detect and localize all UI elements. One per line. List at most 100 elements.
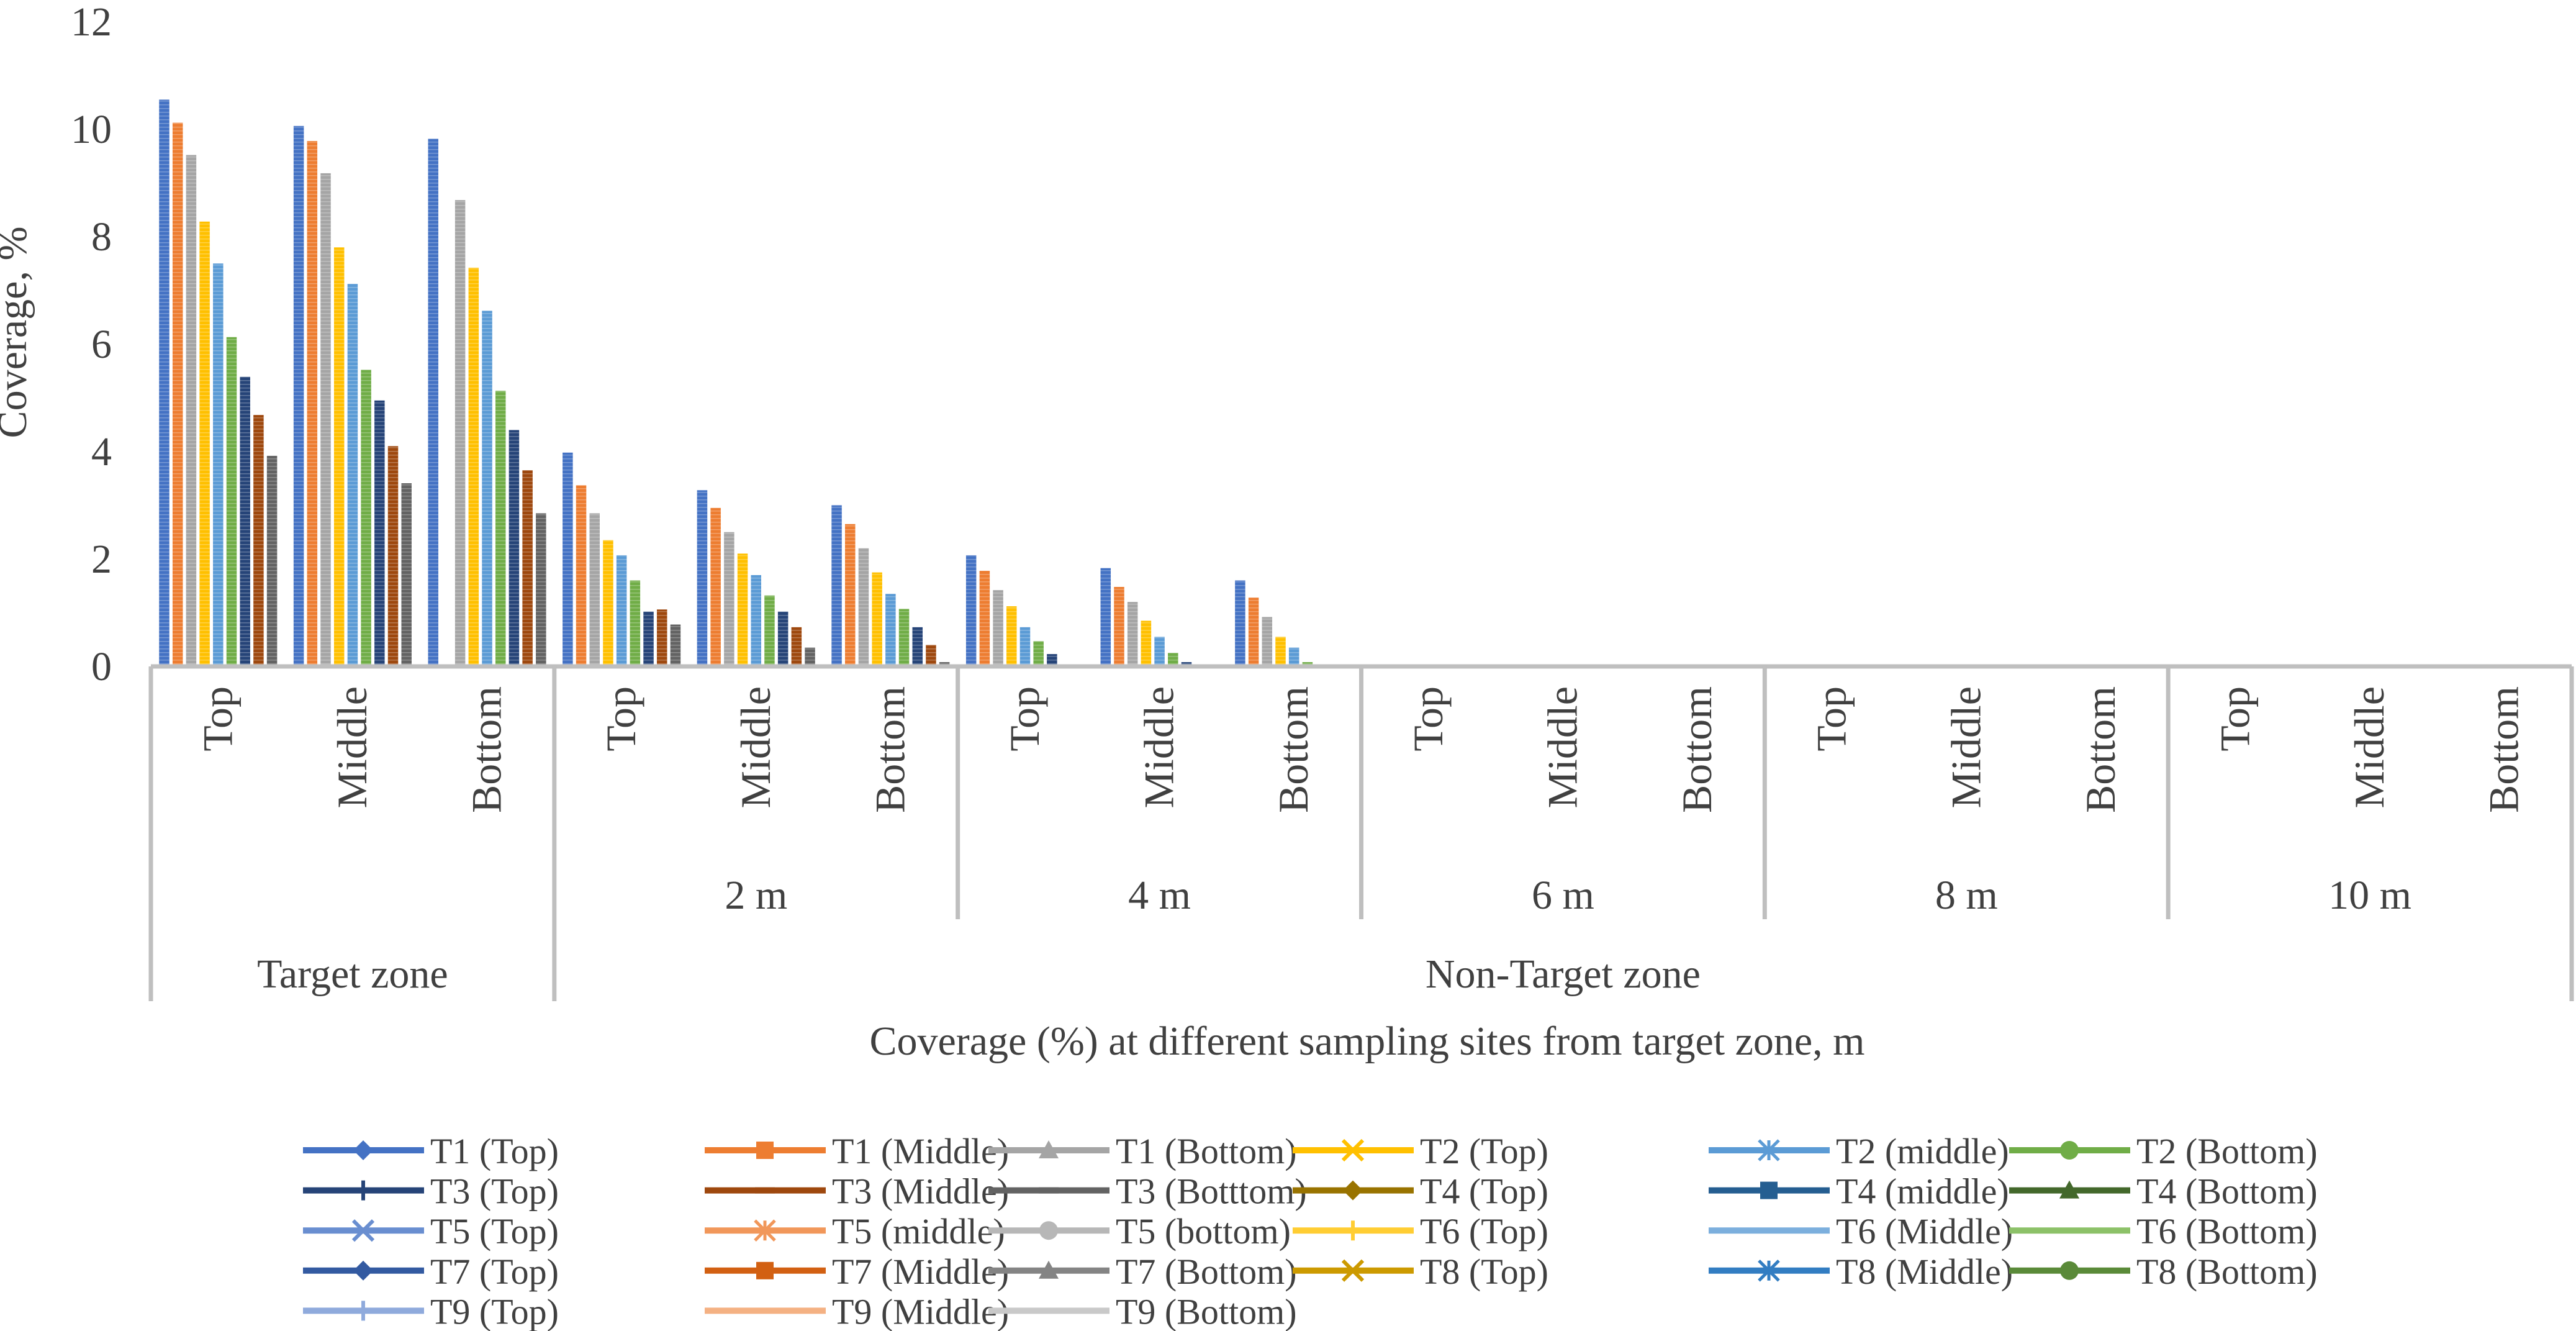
bar-texture [1019, 627, 1031, 666]
x-axis: Top Middle Bottom Top Middle Bottom Top Middle B… [148, 664, 2574, 1001]
legend-marker [353, 1301, 373, 1321]
legend-marker [1039, 1140, 1059, 1158]
bar-texture [563, 452, 573, 666]
bar-texture [926, 645, 936, 666]
bar-texture [1100, 568, 1111, 666]
bar-texture [293, 125, 304, 666]
legend-marker [1039, 1187, 1059, 1194]
bar-texture [253, 415, 264, 666]
x-category-label: Middle [1942, 686, 1989, 808]
bar-texture [1154, 637, 1165, 666]
legend-item: T4 (Top) [1293, 1171, 1548, 1212]
legend-label: T7 (Middle) [832, 1252, 1009, 1292]
x-category-label: Middle [1539, 686, 1586, 808]
bar-texture [858, 548, 869, 666]
bar-texture [751, 575, 761, 666]
legend-label: T1 (Top) [430, 1131, 559, 1171]
x-zone-label: Target zone [257, 952, 448, 997]
y-tick-label: 8 [91, 214, 112, 260]
x-axis-title: Coverage (%) at different sampling sites… [869, 1019, 1864, 1064]
bar-texture [266, 455, 278, 666]
legend-marker [1343, 1220, 1363, 1241]
bar-texture [401, 483, 412, 666]
bar-texture [213, 263, 224, 666]
legend-item: T4 (Bottom) [2009, 1171, 2318, 1212]
bar-texture [710, 507, 721, 666]
bar-texture [307, 141, 318, 666]
legend-marker [754, 1219, 776, 1242]
x-distance-label: 10 m [2328, 873, 2411, 918]
bar-texture [1127, 602, 1138, 666]
x-category-label: Middle [732, 686, 779, 808]
legend-item: T5 (Top) [303, 1211, 559, 1252]
legend-label: T2 (Bottom) [2136, 1131, 2318, 1171]
bar-texture [589, 513, 600, 666]
bar-texture [1262, 617, 1273, 666]
x-category-label: Top [1808, 686, 1855, 752]
legend-marker [1758, 1139, 1780, 1161]
bar-texture [361, 370, 371, 666]
bar-texture [172, 122, 183, 666]
bar-texture [912, 627, 923, 666]
y-tick-label: 0 [91, 644, 112, 689]
legend-label: T8 (Bottom) [2136, 1252, 2318, 1292]
legend-label: T5 (middle) [832, 1211, 1005, 1252]
bar-texture [454, 200, 466, 666]
legend-marker [353, 1140, 373, 1160]
bar-texture [1235, 580, 1245, 666]
x-category-label: Middle [328, 686, 376, 808]
legend-marker [2060, 1261, 2079, 1280]
bar-texture [643, 611, 654, 666]
legend-label: T6 (Middle) [1836, 1211, 2013, 1252]
bar-texture [885, 594, 896, 666]
bar-texture [845, 524, 856, 666]
x-category-label: Bottom [1270, 686, 1317, 813]
legend-item: T3 (Botttom) [988, 1171, 1307, 1212]
y-tick-label: 4 [91, 429, 112, 475]
legend-item: T4 (middle) [1709, 1171, 2009, 1212]
bar-texture [347, 284, 358, 666]
bar-texture [159, 99, 169, 667]
x-distance-label: 4 m [1128, 873, 1191, 918]
bar-texture [603, 540, 613, 666]
x-category-label: Top [1404, 686, 1452, 752]
legend-marker [755, 1187, 775, 1194]
bar-texture [979, 571, 990, 666]
bar-texture [965, 555, 977, 666]
x-category-label: Top [597, 686, 644, 752]
bar-texture [616, 555, 627, 666]
bar-texture [1033, 641, 1044, 666]
bar-texture [522, 470, 533, 666]
legend-item: T7 (Middle) [705, 1252, 1009, 1292]
bar-texture [670, 624, 681, 666]
bar-texture [374, 400, 385, 666]
x-distance-label: 2 m [725, 873, 787, 918]
legend-item: T9 (Middle) [705, 1291, 1009, 1331]
legend-label: T8 (Middle) [1836, 1252, 2013, 1292]
bar-texture [333, 247, 345, 666]
bar-texture [508, 430, 520, 666]
legend-label: T4 (middle) [1836, 1171, 2009, 1212]
legend-marker [353, 1180, 373, 1201]
x-distance-label: 6 m [1532, 873, 1594, 918]
legend-label: T7 (Bottom) [1116, 1252, 1297, 1292]
legend-item: T1 (Middle) [705, 1131, 1009, 1171]
legend-item: T5 (middle) [705, 1211, 1005, 1252]
y-axis-title: Coverage, % [0, 227, 35, 438]
legend-label: T5 (Top) [430, 1211, 559, 1252]
legend-marker [756, 1261, 774, 1279]
x-category-label: Bottom [2480, 686, 2528, 813]
y-tick-label: 10 [71, 107, 112, 152]
legend-marker [1039, 1260, 1059, 1279]
legend-item: T9 (Top) [303, 1291, 559, 1331]
bar-texture [1114, 586, 1124, 666]
legend-item: T1 (Bottom) [988, 1131, 1297, 1171]
bar-texture [724, 532, 734, 666]
bar-texture [1141, 620, 1152, 666]
legend: T1 (Top) T1 (Middle) T1 (Bottom) T2 (Top) T2… [303, 1131, 2318, 1331]
legend-label: T6 (Top) [1420, 1211, 1548, 1252]
bar-texture [764, 595, 775, 666]
x-distance-label: 8 m [1935, 873, 1998, 918]
legend-marker [351, 1219, 375, 1242]
x-category-label: Bottom [2077, 686, 2124, 813]
